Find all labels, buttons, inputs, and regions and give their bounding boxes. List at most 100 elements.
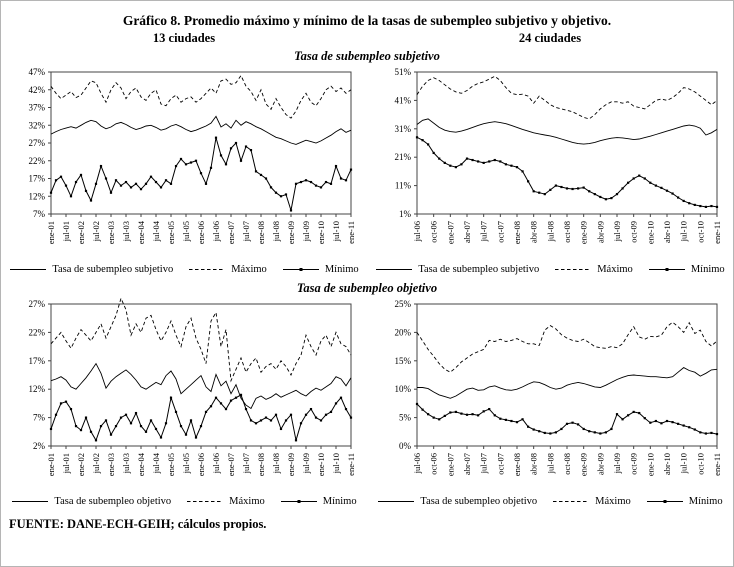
- x-tick-label: oct-07: [495, 221, 505, 243]
- data-point-marker: [324, 180, 328, 184]
- y-tick-label: 47%: [29, 67, 46, 77]
- data-point-marker: [643, 177, 646, 180]
- data-point-marker: [49, 427, 53, 431]
- x-tick-label: jul-03: [121, 453, 131, 474]
- legend-label: Máximo: [597, 264, 633, 275]
- x-tick-label: jul-05: [181, 221, 191, 242]
- data-point-marker: [710, 204, 713, 208]
- data-point-marker: [69, 407, 73, 411]
- y-tick-label: 1%: [399, 209, 412, 219]
- x-tick-label: jul-10: [331, 221, 341, 242]
- data-point-marker: [259, 173, 263, 177]
- legend-label: Máximo: [595, 496, 631, 507]
- data-point-marker: [144, 182, 148, 185]
- data-point-marker: [465, 157, 469, 160]
- data-point-marker: [124, 180, 128, 184]
- x-tick-label: jul-09: [612, 221, 622, 242]
- data-point-marker: [565, 422, 569, 425]
- x-tick-label: jul-10: [331, 453, 341, 474]
- data-point-marker: [604, 198, 607, 201]
- x-tick-label: ene-07: [445, 221, 455, 244]
- x-tick-label: ene-02: [76, 453, 86, 476]
- data-point-marker: [527, 425, 530, 428]
- data-point-marker: [129, 186, 133, 189]
- data-point-marker: [543, 431, 546, 435]
- legend-solid-line-icon: [376, 269, 413, 270]
- y-tick-label: 2%: [33, 441, 46, 451]
- x-tick-label: jul-04: [151, 452, 161, 474]
- data-point-marker: [169, 182, 173, 185]
- data-point-marker: [593, 193, 596, 196]
- data-point-marker: [660, 186, 663, 189]
- data-point-marker: [279, 427, 283, 431]
- data-point-marker: [309, 407, 313, 411]
- data-point-marker: [677, 196, 680, 199]
- data-point-marker: [99, 425, 103, 428]
- data-point-marker: [665, 189, 669, 192]
- data-point-marker: [693, 428, 696, 431]
- x-tick-label: ene-08: [256, 453, 266, 476]
- data-point-marker: [599, 195, 602, 199]
- legend-label: Mínimo: [688, 496, 723, 507]
- data-point-marker: [319, 186, 323, 189]
- data-point-marker: [677, 422, 680, 425]
- x-tick-label: abr-10: [662, 221, 672, 243]
- x-tick-label: ene-07: [226, 453, 236, 476]
- y-tick-label: 51%: [395, 67, 412, 77]
- data-point-marker: [593, 431, 596, 434]
- row-subtitle-subjetivo: Tasa de subempleo subjetivo: [294, 49, 440, 63]
- data-point-marker: [149, 419, 153, 422]
- data-point-marker: [682, 424, 685, 427]
- x-tick-label: oct-07: [495, 453, 505, 475]
- data-point-marker: [588, 190, 591, 193]
- data-point-marker: [627, 181, 630, 184]
- x-tick-label: abr-10: [662, 453, 672, 475]
- data-point-marker: [204, 182, 208, 185]
- x-tick-label: ene-07: [226, 221, 236, 244]
- data-point-marker: [510, 164, 513, 167]
- data-point-marker: [577, 187, 580, 190]
- x-tick-label: oct-09: [629, 453, 639, 475]
- x-tick-label: jul-07: [241, 221, 251, 242]
- chart-canvas-objetivo-24: 0% 5% 10% 15% 20% 25% jul-06 oct-06 ene-07 abr-07…: [395, 299, 723, 476]
- x-tick-label: ene-10: [645, 221, 655, 244]
- legend-dashed-line-icon: [189, 269, 226, 270]
- series-minimo-markers: [49, 393, 353, 442]
- data-point-marker: [229, 399, 233, 402]
- data-point-marker: [532, 428, 535, 431]
- legend-item-tasa-de-subempleo-subjetivo: Tasa de subempleo subjetivo: [375, 264, 539, 275]
- y-tick-label: 27%: [29, 138, 46, 148]
- legend-markers-line-icon: [648, 268, 685, 271]
- x-tick-label: oct-06: [429, 453, 439, 475]
- data-point-marker: [159, 436, 163, 439]
- data-point-marker: [339, 177, 343, 180]
- x-tick-label: ene-08: [512, 221, 522, 244]
- data-point-marker: [671, 192, 674, 195]
- row-subtitle-objetivo: Tasa de subempleo objetivo: [296, 281, 438, 295]
- y-tick-label: 11%: [395, 181, 412, 191]
- data-point-marker: [710, 431, 713, 435]
- data-point-marker: [699, 431, 702, 434]
- series-tasa-de-subempleo-objetivo-solid: [417, 367, 718, 399]
- data-point-marker: [209, 166, 213, 169]
- legend-item-maximo: Máximo: [188, 264, 267, 275]
- data-point-marker: [224, 407, 228, 411]
- data-point-marker: [129, 422, 133, 425]
- data-point-marker: [693, 203, 696, 207]
- data-point-marker: [715, 432, 719, 436]
- data-point-marker: [621, 418, 624, 421]
- legend-solid-line-icon: [10, 269, 47, 270]
- chart-objetivo-13: 2% 7% 12% 17% 22% 27% ene-01 jul-01 ene-02 jul-02…: [1, 298, 367, 507]
- data-point-marker: [294, 182, 298, 185]
- data-point-marker: [615, 413, 619, 416]
- data-point-marker: [421, 139, 424, 142]
- x-tick-label: ene-11: [712, 221, 722, 244]
- data-point-marker: [649, 181, 652, 184]
- data-point-marker: [244, 407, 248, 411]
- y-tick-label: 12%: [29, 384, 46, 394]
- data-point-marker: [565, 187, 569, 190]
- data-point-marker: [549, 188, 552, 191]
- data-point-marker: [554, 184, 557, 187]
- legend-markers-line-icon: [282, 268, 319, 271]
- data-point-marker: [114, 425, 118, 428]
